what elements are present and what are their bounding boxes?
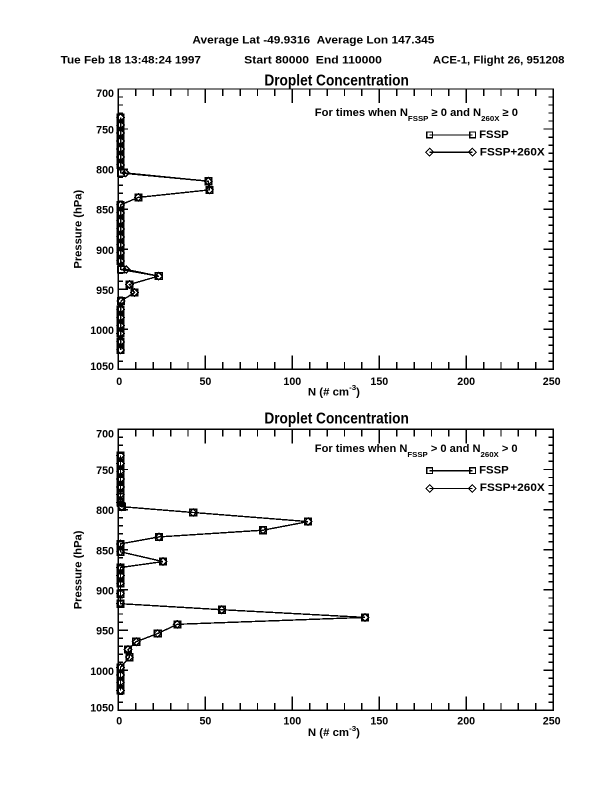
svg-text:950: 950 <box>96 285 114 297</box>
svg-text:0: 0 <box>116 376 122 388</box>
svg-text:200: 200 <box>457 716 475 728</box>
svg-text:900: 900 <box>96 586 114 598</box>
svg-text:Droplet Concentration: Droplet Concentration <box>264 73 409 90</box>
svg-text:1000: 1000 <box>90 666 114 678</box>
svg-text:150: 150 <box>370 716 388 728</box>
svg-text:1050: 1050 <box>90 361 114 373</box>
svg-text:Start 80000 End 110000: Start 80000 End 110000 <box>244 55 382 67</box>
svg-text:850: 850 <box>96 205 114 217</box>
svg-text:700: 700 <box>96 88 114 100</box>
svg-text:150: 150 <box>370 376 388 388</box>
svg-text:900: 900 <box>96 245 114 257</box>
svg-text:0: 0 <box>116 716 122 728</box>
svg-text:100: 100 <box>283 376 301 388</box>
svg-text:Tue Feb 18 13:48:24 1997: Tue Feb 18 13:48:24 1997 <box>61 55 201 67</box>
svg-text:800: 800 <box>96 505 114 517</box>
svg-text:50: 50 <box>199 716 211 728</box>
svg-text:950: 950 <box>96 626 114 638</box>
svg-text:800: 800 <box>96 165 114 177</box>
svg-text:750: 750 <box>96 465 114 477</box>
svg-text:50: 50 <box>199 376 211 388</box>
svg-text:250: 250 <box>543 716 561 728</box>
svg-text:FSSP+260X: FSSP+260X <box>480 482 546 494</box>
svg-text:Pressure (hPa): Pressure (hPa) <box>73 189 85 268</box>
svg-text:200: 200 <box>457 376 475 388</box>
svg-text:750: 750 <box>96 125 114 137</box>
svg-text:FSSP: FSSP <box>479 465 509 477</box>
svg-text:ACE-1, Flight 26, 951208: ACE-1, Flight 26, 951208 <box>433 55 565 67</box>
svg-text:FSSP+260X: FSSP+260X <box>480 147 546 159</box>
svg-text:N (# cm-3): N (# cm -3) <box>308 724 361 739</box>
svg-text:250: 250 <box>543 376 561 388</box>
svg-text:Average Lat -49.9316 Average: Average Lat -49.9316 Average Lon 147.345 <box>192 34 434 46</box>
svg-text:1000: 1000 <box>90 325 114 337</box>
svg-text:100: 100 <box>283 716 301 728</box>
svg-text:700: 700 <box>96 429 114 441</box>
svg-text:N (# cm-3): N (# cm -3) <box>308 383 361 398</box>
svg-text:850: 850 <box>96 545 114 557</box>
svg-text:1050: 1050 <box>90 702 114 714</box>
svg-text:Pressure (hPa): Pressure (hPa) <box>73 530 85 609</box>
svg-text:Droplet Concentration: Droplet Concentration <box>264 411 409 428</box>
svg-text:FSSP: FSSP <box>479 129 509 141</box>
